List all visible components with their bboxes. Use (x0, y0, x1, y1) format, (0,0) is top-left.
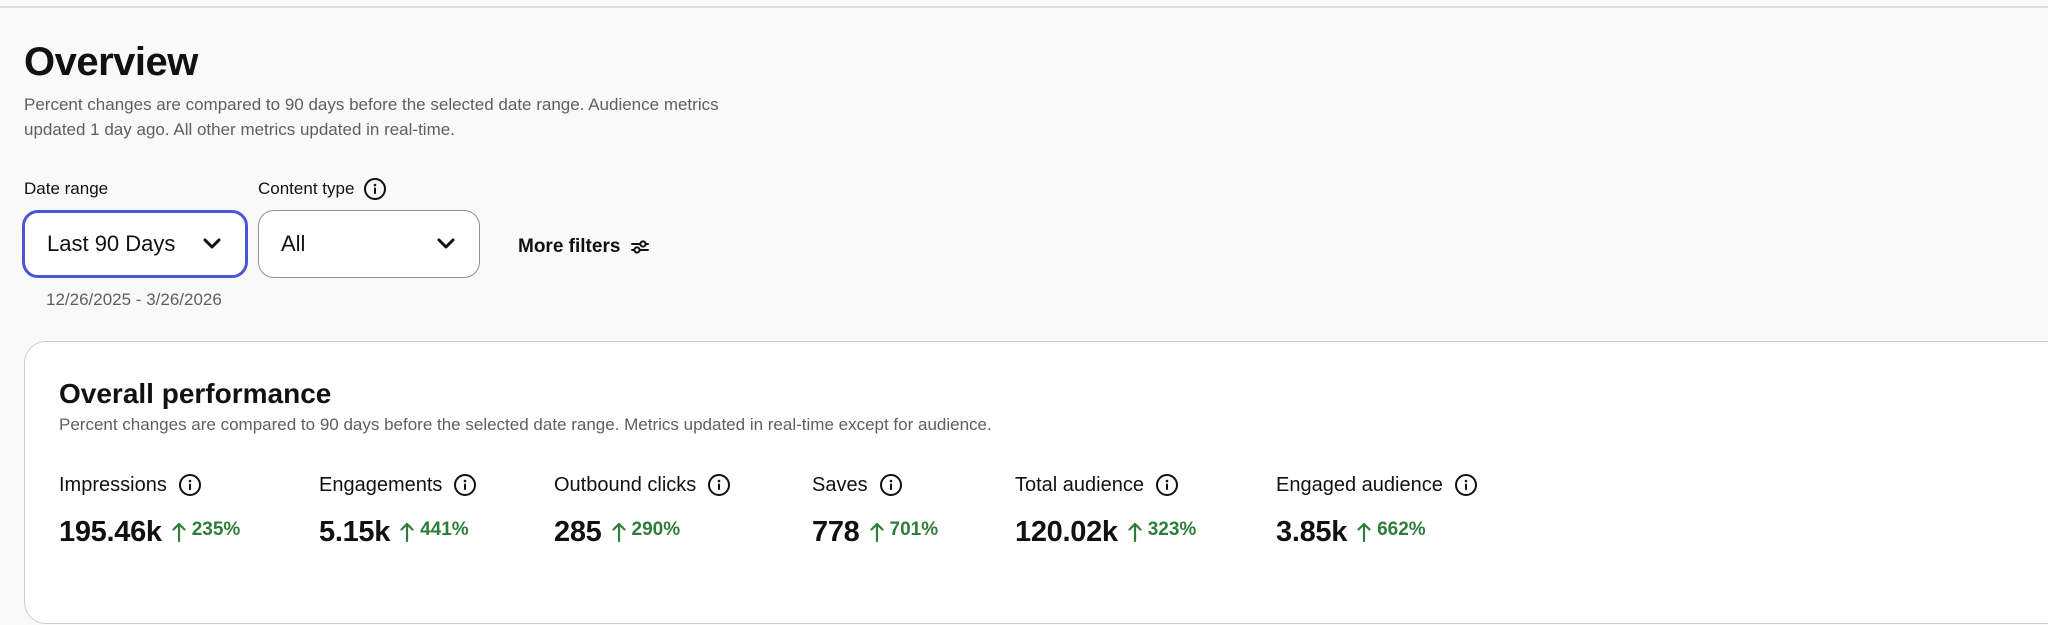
arrow-up-icon (1128, 522, 1142, 543)
metric-engaged-audience: Engaged audience 3.85k 662% (1276, 472, 1477, 549)
more-filters-label: More filters (518, 236, 621, 257)
metric-engagements: Engagements 5.15k 441% (319, 472, 477, 549)
date-range-value: Last 90 Days (47, 231, 176, 256)
card-title: Overall performance (59, 378, 332, 409)
page-description: Percent changes are compared to 90 days … (24, 95, 719, 139)
info-icon[interactable] (178, 474, 201, 496)
arrow-up-icon (172, 522, 186, 543)
metric-label: Impressions (59, 473, 167, 496)
metric-value: 285 (554, 516, 602, 548)
card-description: Percent changes are compared to 90 days … (59, 415, 992, 434)
metric-total-audience: Total audience 120.02k 323% (1015, 472, 1196, 549)
arrow-up-icon (869, 522, 884, 543)
metric-change-value: 290% (631, 519, 681, 540)
metric-value: 5.15k (319, 516, 391, 548)
metric-change-value: 701% (889, 519, 939, 540)
more-filters-button[interactable]: More filters (518, 232, 650, 262)
metric-change-value: 235% (191, 519, 241, 540)
arrow-up-icon (611, 522, 626, 543)
date-range-label-text: Date range (24, 179, 109, 198)
page-title: Overview (24, 40, 198, 84)
info-icon[interactable] (708, 474, 731, 496)
chevron-down-icon (203, 238, 221, 250)
metric-label: Outbound clicks (554, 473, 697, 496)
arrow-up-icon (400, 522, 414, 543)
info-icon[interactable] (364, 178, 387, 200)
metric-change-value: 662% (1377, 519, 1426, 540)
content-type-select[interactable]: All (258, 210, 480, 278)
metric-change: 290% (611, 519, 681, 543)
info-icon[interactable] (879, 474, 902, 496)
metric-change-value: 441% (420, 519, 469, 540)
date-range-label: Date range (24, 176, 246, 202)
filter-bar: Date range Last 90 Days 12/26/2025 - 3/2… (22, 176, 924, 316)
arrow-up-icon (1357, 522, 1371, 543)
metric-change: 323% (1128, 519, 1197, 543)
metric-saves: Saves 778 701% (812, 472, 938, 549)
overall-performance-card: Overall performance Percent changes are … (24, 341, 2048, 624)
metric-change: 235% (172, 519, 241, 543)
info-icon[interactable] (1155, 474, 1178, 496)
info-icon[interactable] (1454, 474, 1477, 496)
metric-change-value: 323% (1147, 519, 1197, 540)
metric-outbound-clicks: Outbound clicks 285 290% (554, 472, 731, 549)
overview-header: Overview Percent changes are compared to… (24, 38, 2048, 142)
content-type-value: All (281, 231, 306, 256)
content-type-label-text: Content type (258, 179, 355, 198)
metric-label: Saves (812, 473, 868, 496)
info-icon[interactable] (454, 474, 477, 496)
metric-label: Total audience (1015, 473, 1144, 496)
date-range-filter: Date range Last 90 Days 12/26/2025 - 3/2… (22, 176, 248, 309)
metric-change: 441% (400, 519, 469, 543)
date-range-dates: 12/26/2025 - 3/26/2026 (46, 290, 222, 309)
metric-impressions: Impressions 195.46k 235% (59, 472, 240, 549)
content-type-filter: Content type All (258, 176, 480, 278)
metric-change: 662% (1357, 519, 1426, 543)
metric-label: Engagements (319, 473, 443, 496)
top-divider (0, 6, 2048, 8)
content-type-label: Content type (258, 176, 480, 202)
chevron-down-icon (437, 238, 455, 250)
metric-label: Engaged audience (1276, 473, 1443, 496)
metric-value: 195.46k (59, 516, 162, 548)
metric-value: 120.02k (1015, 516, 1118, 548)
metric-value: 3.85k (1276, 516, 1348, 548)
metric-change: 701% (869, 519, 939, 543)
date-range-select[interactable]: Last 90 Days (22, 210, 248, 278)
sliders-icon (630, 238, 650, 256)
metric-value: 778 (812, 516, 860, 548)
